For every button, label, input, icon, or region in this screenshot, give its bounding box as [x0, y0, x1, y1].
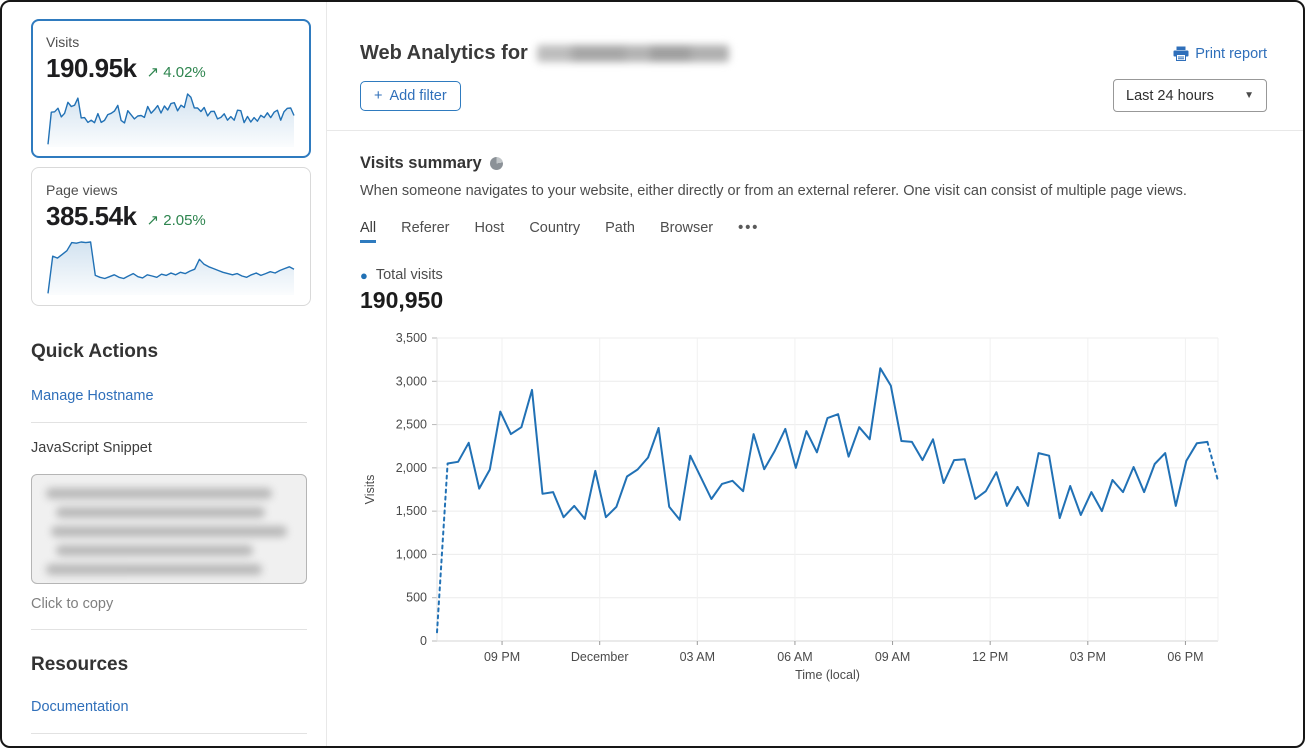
help-pie-icon[interactable]: [489, 157, 503, 170]
svg-text:Time (local): Time (local): [795, 668, 860, 682]
pageviews-card-delta: ↗ 2.05%: [146, 212, 206, 229]
trend-up-icon: ↗: [146, 212, 160, 229]
visits-sparkline-chart: [47, 93, 295, 147]
dimension-tabs: All Referer Host Country Path Browser ••…: [360, 220, 1267, 243]
svg-text:12 PM: 12 PM: [972, 650, 1008, 664]
pageviews-card-value: 385.54k: [46, 201, 137, 231]
legend-dot-icon: ●: [360, 267, 368, 283]
pageviews-stat-card[interactable]: Page views 385.54k ↗ 2.05%: [31, 167, 311, 306]
tab-all[interactable]: All: [360, 220, 377, 243]
visits-summary-heading: Visits summary: [360, 154, 482, 172]
sidebar: Visits 190.95k ↗ 4.02% Page views 385.54…: [2, 2, 327, 746]
click-to-copy-hint: Click to copy: [31, 596, 114, 612]
quick-actions-heading: Quick Actions: [31, 341, 159, 362]
svg-text:03 AM: 03 AM: [680, 650, 715, 664]
main-content: Web Analytics for Print report + Add fil…: [327, 2, 1303, 746]
svg-text:500: 500: [406, 591, 427, 605]
chevron-down-icon: ▼: [1244, 90, 1254, 101]
redacted-code-line: [55, 545, 253, 556]
pageviews-sparkline-chart: [47, 241, 295, 295]
svg-text:Visits: Visits: [363, 475, 377, 505]
visits-line-chart[interactable]: 0 500 1,000 1,500 2,000 2,500 3,000 3,500 09 PM D…: [360, 324, 1240, 684]
tab-more-ellipsis[interactable]: •••: [738, 220, 760, 236]
svg-text:2,000: 2,000: [396, 461, 427, 475]
svg-text:December: December: [571, 650, 629, 664]
svg-text:3,500: 3,500: [396, 331, 427, 345]
svg-text:03 PM: 03 PM: [1070, 650, 1106, 664]
svg-text:06 AM: 06 AM: [777, 650, 812, 664]
pageviews-card-label: Page views: [46, 182, 118, 198]
divider: [327, 130, 1303, 131]
total-visits-value: 190,950: [360, 287, 444, 313]
svg-text:09 AM: 09 AM: [875, 650, 910, 664]
redacted-code-line: [50, 526, 288, 537]
svg-text:1,500: 1,500: [396, 504, 427, 518]
chart-legend: ● Total visits: [360, 267, 1267, 283]
tab-browser[interactable]: Browser: [659, 220, 714, 236]
time-range-dropdown[interactable]: Last 24 hours ▼: [1113, 79, 1267, 112]
add-filter-button[interactable]: + Add filter: [360, 80, 461, 111]
svg-text:2,500: 2,500: [396, 418, 427, 432]
blurred-domain: [536, 45, 729, 62]
time-range-value: Last 24 hours: [1126, 87, 1214, 104]
svg-text:1,000: 1,000: [396, 547, 427, 561]
redacted-code-line: [55, 507, 265, 518]
trend-up-icon: ↗: [146, 64, 160, 81]
tab-referer[interactable]: Referer: [401, 220, 450, 236]
divider: [31, 733, 307, 734]
svg-text:3,000: 3,000: [396, 374, 427, 388]
manage-hostname-link[interactable]: Manage Hostname: [31, 388, 154, 404]
visits-card-label: Visits: [46, 34, 80, 50]
printer-icon: [1173, 46, 1189, 61]
legend-label: Total visits: [375, 267, 443, 283]
visits-card-delta: ↗ 4.02%: [146, 64, 206, 81]
resources-heading: Resources: [31, 654, 129, 675]
tab-country[interactable]: Country: [529, 220, 581, 236]
plus-icon: +: [374, 87, 383, 104]
divider: [31, 422, 307, 423]
visits-stat-card[interactable]: Visits 190.95k ↗ 4.02%: [31, 19, 311, 158]
tab-path[interactable]: Path: [605, 220, 635, 236]
svg-text:09 PM: 09 PM: [484, 650, 520, 664]
documentation-link[interactable]: Documentation: [31, 699, 129, 715]
visits-card-value: 190.95k: [46, 53, 137, 83]
page-title: Web Analytics for: [360, 42, 729, 65]
divider: [31, 629, 307, 630]
svg-text:06 PM: 06 PM: [1167, 650, 1203, 664]
svg-text:0: 0: [420, 634, 427, 648]
print-report-link[interactable]: Print report: [1173, 46, 1267, 62]
js-snippet-label: JavaScript Snippet: [31, 440, 152, 456]
visits-summary-description: When someone navigates to your website, …: [360, 183, 1187, 199]
redacted-code-line: [46, 564, 263, 575]
js-snippet-box[interactable]: [31, 474, 307, 584]
tab-host[interactable]: Host: [474, 220, 505, 236]
redacted-code-line: [46, 488, 273, 499]
